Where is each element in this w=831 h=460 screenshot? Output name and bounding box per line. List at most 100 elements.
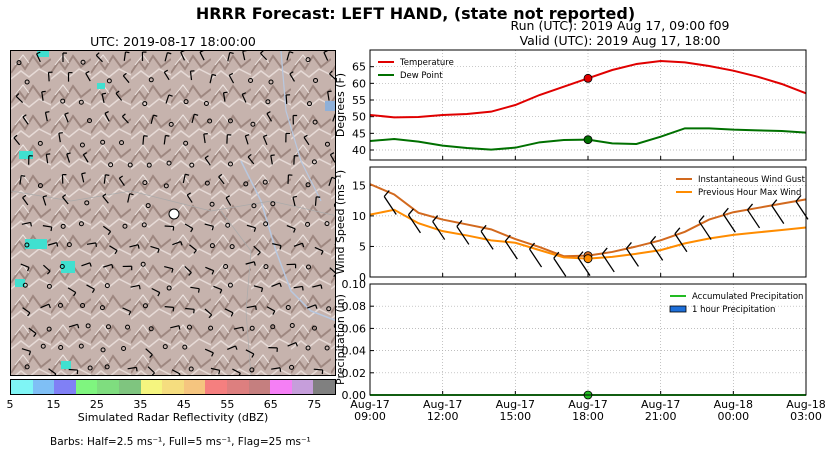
calm-wind-circle	[16, 60, 22, 66]
wind-barb	[293, 242, 305, 248]
calm-wind-circle	[265, 99, 271, 105]
wind-barb	[129, 244, 140, 249]
x-tick-label: Aug-17	[496, 398, 535, 411]
wind-barb	[68, 368, 79, 375]
radar-echo	[25, 239, 47, 249]
calm-wind-circle	[78, 99, 84, 105]
colorbar-tick-label: 25	[89, 398, 104, 411]
calm-wind-circle	[142, 180, 148, 186]
wind-barb	[332, 113, 335, 122]
calm-wind-circle	[148, 326, 154, 332]
calm-wind-circle	[87, 118, 93, 124]
calm-wind-circle	[46, 326, 52, 332]
wind-barb	[286, 224, 296, 233]
wind-barb	[150, 245, 160, 254]
calm-wind-circle	[37, 140, 43, 146]
radar-echo	[37, 51, 49, 57]
wind-barb	[271, 367, 282, 372]
wind-barb	[228, 72, 235, 84]
x-tick-label: 21:00	[645, 410, 677, 423]
wind-barb	[245, 349, 255, 358]
colorbar-segment	[313, 380, 335, 394]
calm-wind-circle	[204, 180, 210, 186]
colorbar-segment	[32, 380, 55, 394]
wind-barb	[109, 245, 118, 255]
colorbar-segment	[205, 380, 227, 394]
wind-barb	[86, 284, 95, 294]
calm-wind-circle	[24, 364, 30, 370]
calm-wind-circle	[227, 118, 233, 124]
colorbar-label: Simulated Radar Reflectivity (dBZ)	[77, 411, 269, 424]
valid-time-marker	[583, 135, 593, 145]
calm-wind-circle	[122, 223, 128, 229]
wind-barb	[40, 303, 51, 309]
wind-barb	[747, 203, 761, 229]
calm-wind-circle	[142, 303, 148, 309]
calm-wind-circle	[57, 302, 63, 308]
wind-barb	[62, 52, 67, 63]
wind-barb	[329, 70, 335, 80]
wind-barb	[601, 247, 615, 273]
wind-barb	[203, 133, 208, 144]
wind-barb	[127, 366, 138, 372]
wind-barb	[184, 266, 192, 276]
wind-barb	[21, 221, 32, 227]
y-tick-label: 10	[352, 210, 366, 223]
wind-barb	[529, 242, 543, 268]
calm-wind-circle	[313, 77, 319, 83]
y-tick-label: 40	[352, 144, 366, 157]
wind-barb	[504, 234, 518, 260]
y-tick-label: 65	[352, 61, 366, 74]
river-line	[240, 160, 335, 322]
wind-barb	[553, 251, 567, 277]
river-line	[280, 51, 322, 202]
calm-wind-circle	[326, 306, 332, 312]
colorbar-tick-label: 65	[263, 398, 278, 411]
wind-barb	[164, 265, 174, 273]
wind-barb	[44, 111, 50, 122]
wind-barb	[292, 195, 298, 207]
wind-barb	[241, 92, 247, 103]
wind-barb	[22, 307, 31, 317]
y-tick-label: 0.06	[342, 322, 367, 335]
wind-barb	[43, 264, 51, 275]
y-tick-label: 0.00	[342, 389, 367, 402]
barb-legend-note: Barbs: Half=2.5 ms⁻¹, Full=5 ms⁻¹, Flag=…	[50, 436, 311, 448]
legend: Accumulated Precipitation 1 hour Precipit…	[669, 292, 803, 315]
calm-wind-circle	[225, 222, 231, 228]
wind-barb	[253, 285, 264, 293]
x-tick-label: 15:00	[499, 410, 531, 423]
calm-wind-circle	[100, 347, 106, 353]
colorbar-segment	[183, 380, 206, 394]
y-tick-label: 15	[352, 179, 366, 192]
wind-barb	[253, 245, 261, 256]
calm-wind-circle	[40, 343, 46, 349]
radar-echo	[61, 261, 75, 273]
colorbar-segment	[248, 380, 271, 394]
calm-wind-circle	[78, 221, 84, 227]
valid-time-marker	[583, 73, 593, 83]
wind-barb	[151, 287, 161, 297]
wind-barb	[287, 342, 298, 347]
y-axis-label: Precipitation (in)	[334, 294, 347, 385]
plot-frame	[369, 283, 807, 396]
calm-wind-circle	[188, 366, 194, 372]
calm-wind-circle	[324, 141, 330, 147]
valid-line: Valid (UTC): 2019 Aug 17, 18:00	[519, 33, 721, 48]
x-tick-label: Aug-17	[350, 398, 389, 411]
run-info: Run (UTC): 2019 Aug 17, 09:00 f09 Valid …	[420, 18, 820, 48]
chart-panel-1: 40 45 50 55 60 65 Degrees (F) Temperature Dew Po…	[334, 49, 807, 161]
calm-wind-circle	[183, 99, 189, 105]
wind-barb	[28, 327, 37, 338]
wind-barb	[222, 91, 228, 102]
map-title: UTC: 2019-08-17 18:00:00	[90, 34, 256, 49]
y-tick-label: 0.08	[342, 300, 367, 313]
calm-wind-circle	[127, 162, 133, 168]
wind-barb	[115, 90, 123, 101]
calm-wind-circle	[203, 101, 209, 107]
wind-barb	[218, 173, 225, 185]
calm-wind-circle	[59, 263, 65, 269]
lake	[325, 101, 335, 111]
wind-barb	[182, 173, 190, 184]
calm-wind-circle	[142, 101, 148, 107]
